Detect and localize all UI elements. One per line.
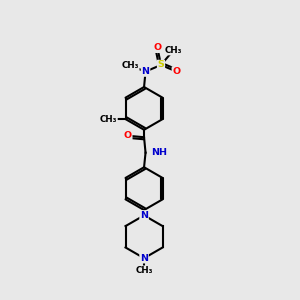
Text: N: N [140, 254, 148, 263]
Text: O: O [172, 67, 181, 76]
Text: CH₃: CH₃ [165, 46, 182, 55]
Text: O: O [153, 43, 161, 52]
Text: O: O [124, 131, 132, 140]
Text: CH₃: CH₃ [100, 115, 117, 124]
Text: S: S [158, 61, 164, 70]
Text: NH: NH [151, 148, 167, 157]
Text: N: N [142, 67, 149, 76]
Text: N: N [140, 211, 148, 220]
Text: CH₃: CH₃ [135, 266, 153, 275]
Text: CH₃: CH₃ [121, 61, 139, 70]
